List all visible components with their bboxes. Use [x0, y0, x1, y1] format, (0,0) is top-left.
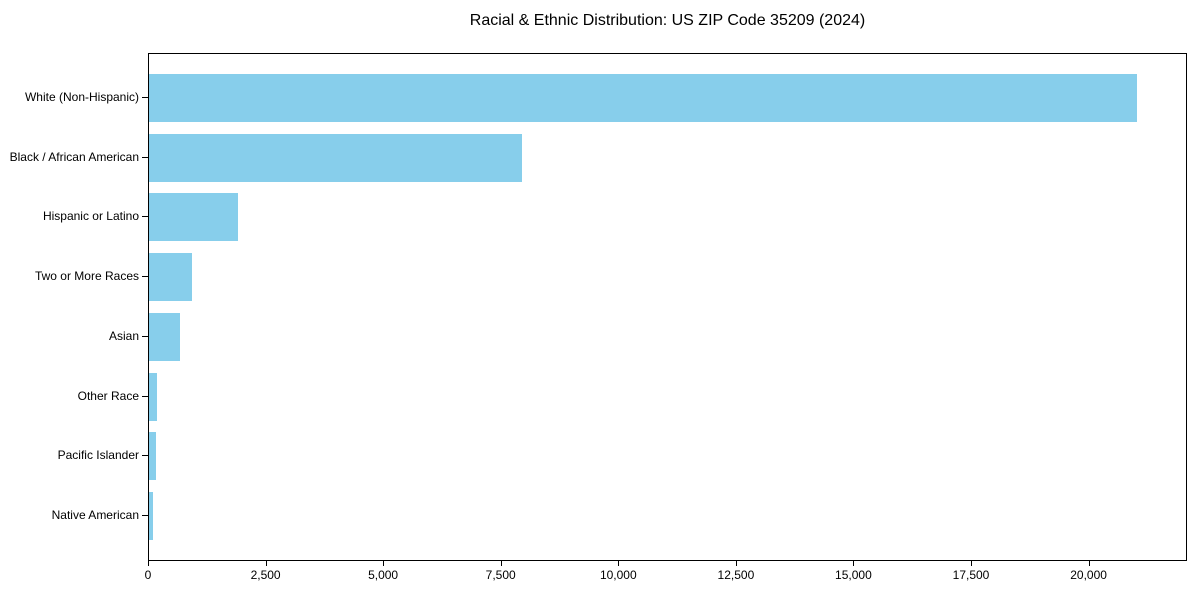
x-tick: [265, 561, 267, 566]
x-tick: [853, 561, 855, 566]
y-tick: [142, 97, 148, 98]
y-tick: [142, 336, 148, 337]
x-tick: [500, 561, 502, 566]
x-tick-label: 17,500: [952, 568, 990, 582]
bar: [149, 133, 523, 182]
y-tick: [142, 396, 148, 397]
y-tick-label: Native American: [51, 508, 139, 522]
x-tick: [735, 561, 737, 566]
y-tick-label: Other Race: [77, 388, 139, 403]
bar: [149, 312, 180, 361]
x-tick-label: 15,000: [835, 568, 872, 582]
bar: [149, 193, 238, 242]
x-tick: [148, 561, 149, 566]
y-tick-label: Two or More Races: [34, 269, 139, 284]
y-tick-label: Hispanic or Latino: [42, 209, 139, 224]
y-tick-label: Pacific Islander: [57, 448, 139, 463]
x-tick: [383, 561, 385, 566]
bar: [149, 372, 157, 421]
y-tick: [142, 455, 148, 456]
bar: [149, 74, 1137, 122]
plot-area: [148, 53, 1187, 561]
chart-title: Racial & Ethnic Distribution: US ZIP Cod…: [469, 12, 866, 29]
x-tick-label: 5,000: [368, 568, 399, 582]
bar: [149, 492, 153, 540]
x-tick-label: 20,000: [1070, 568, 1107, 582]
x-tick-label: 7,500: [485, 568, 516, 582]
x-tick-label: 0: [144, 568, 152, 582]
bar: [149, 432, 156, 481]
x-tick: [1088, 561, 1090, 566]
y-tick: [142, 157, 148, 158]
y-tick: [142, 276, 148, 277]
x-tick: [618, 561, 620, 566]
y-tick: [142, 216, 148, 217]
y-tick-label: Black / African American: [9, 149, 139, 164]
y-tick: [142, 515, 148, 516]
x-tick-label: 12,500: [717, 568, 755, 582]
bar: [149, 253, 193, 302]
y-tick-label: Asian: [108, 328, 139, 343]
x-tick-label: 2,500: [250, 568, 281, 582]
y-tick-label: White (Non-Hispanic): [24, 90, 139, 104]
x-tick: [971, 561, 972, 566]
x-tick-label: 10,000: [599, 568, 637, 582]
